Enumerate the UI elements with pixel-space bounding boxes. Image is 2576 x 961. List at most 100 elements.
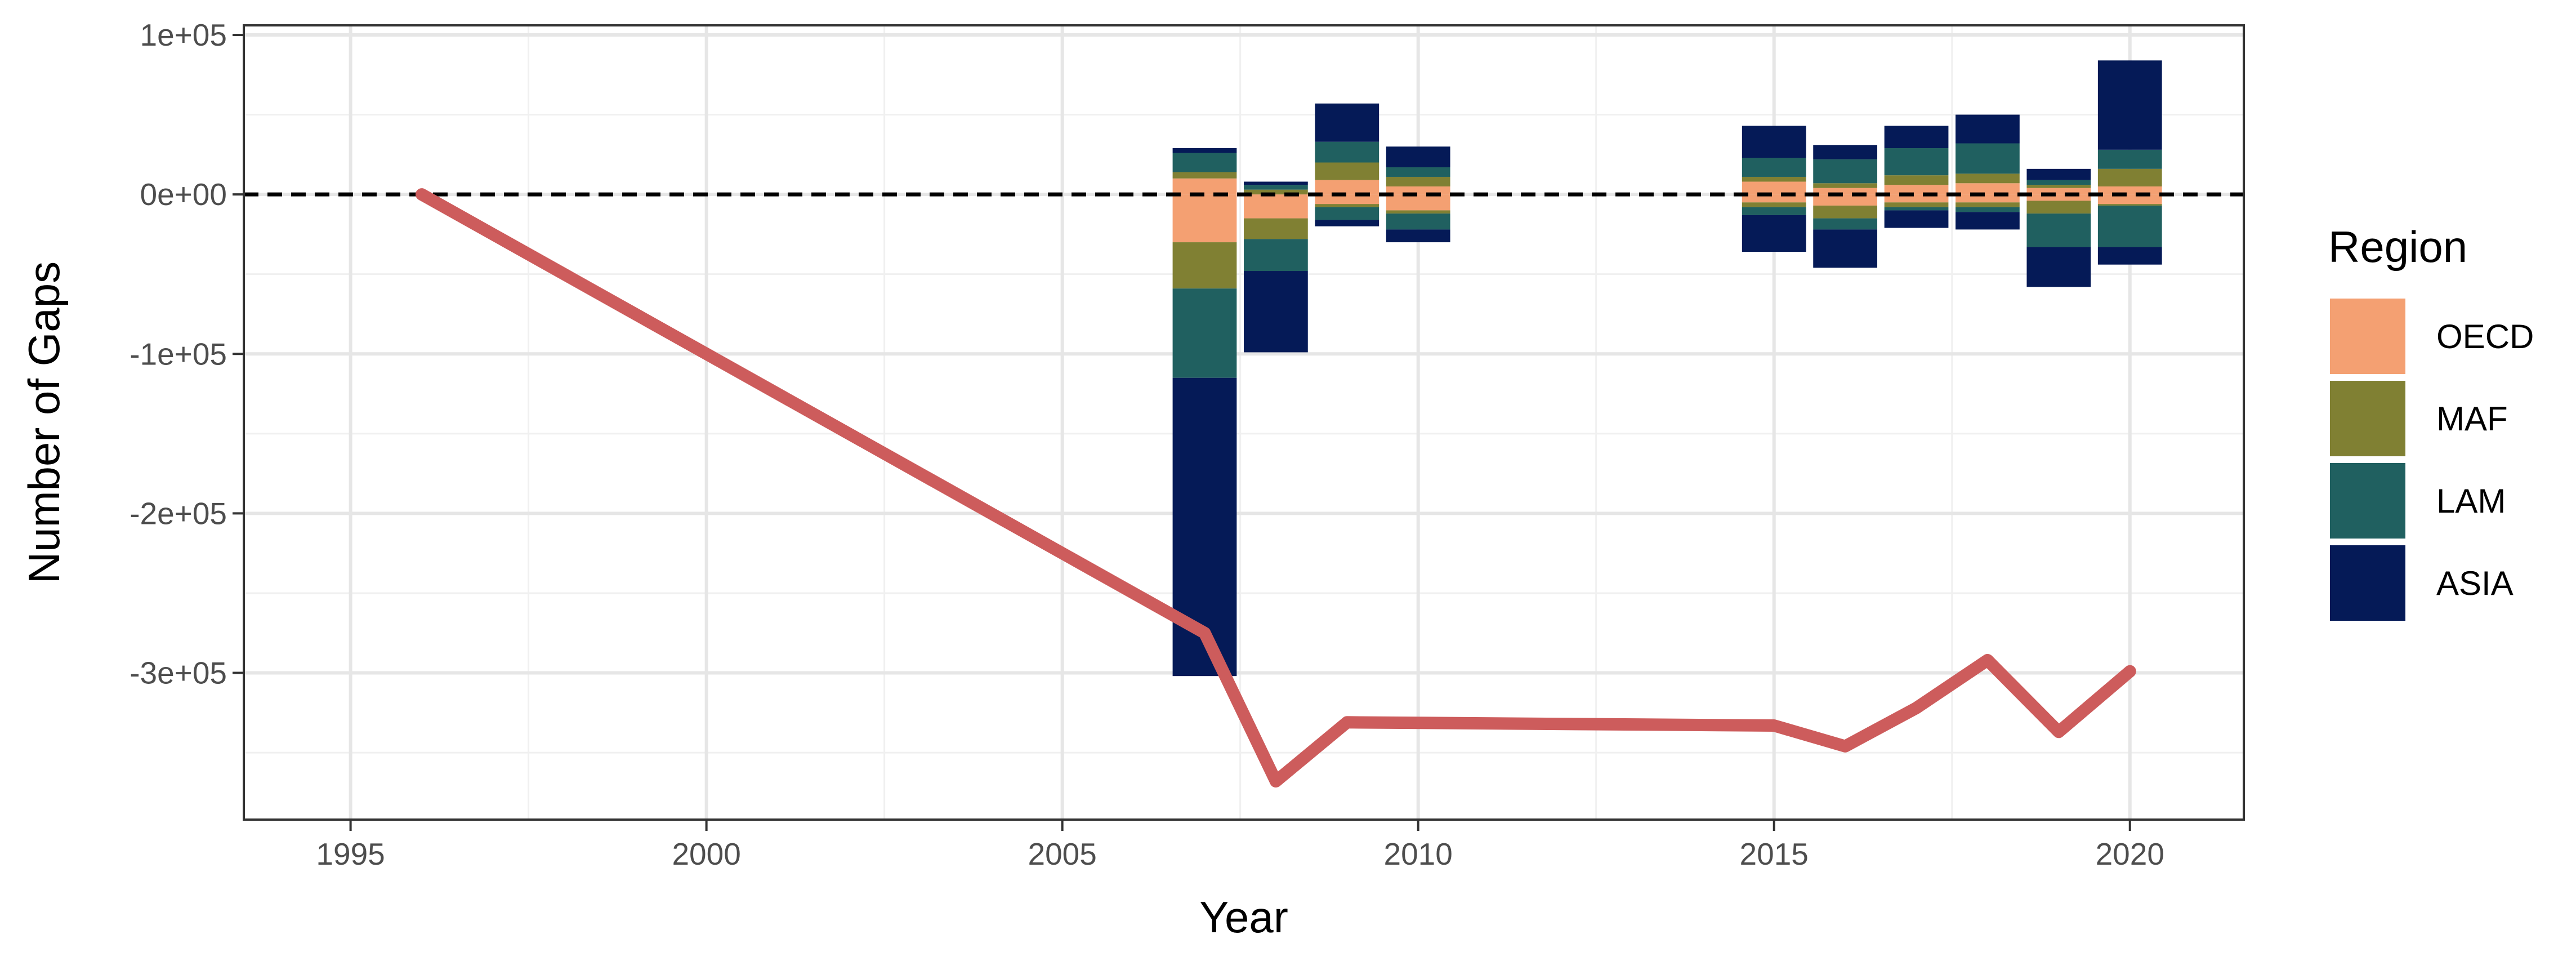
- bar-segment-asia: [1386, 146, 1450, 167]
- bar-segment-asia: [1244, 181, 1308, 185]
- bar-segment-maf: [2026, 185, 2091, 188]
- bar-segment-oecd: [1386, 186, 1450, 195]
- bar-segment-oecd: [2097, 186, 2162, 195]
- bar-segment-maf: [1884, 175, 1949, 185]
- bar-segment-oecd: [1884, 194, 1949, 203]
- legend-key-oecd: [2330, 299, 2405, 374]
- legend-title: Region: [2328, 222, 2467, 272]
- bar-segment-oecd: [1315, 180, 1379, 195]
- bar-segment-lam: [1813, 159, 1878, 184]
- bar-segment-maf: [1172, 242, 1237, 289]
- bar-segment-asia: [1956, 114, 2020, 144]
- bar-segment-maf: [1742, 202, 1806, 207]
- legend-key-asia: [2330, 545, 2405, 621]
- bar-segment-maf: [1315, 162, 1379, 180]
- bar-segment-maf: [1244, 189, 1308, 195]
- legend-key-lam: [2330, 463, 2405, 539]
- legend-label-maf: MAF: [2436, 400, 2508, 438]
- bar-segment-oecd: [1884, 185, 1949, 195]
- bar-segment-oecd: [2026, 188, 2091, 195]
- bar-segment-oecd: [1813, 188, 1878, 195]
- bar-segment-oecd: [1386, 194, 1450, 211]
- bar-segment-oecd: [1172, 194, 1237, 243]
- bar-segment-lam: [2097, 149, 2162, 169]
- bar-segment-lam: [1956, 207, 2020, 212]
- y-tick-label: -3e+05: [130, 656, 227, 691]
- y-tick-label: 1e+05: [140, 17, 227, 52]
- bar-segment-maf: [1386, 210, 1450, 214]
- bar-segment-oecd: [1172, 178, 1237, 195]
- legend-items: OECD MAF LAM ASIA: [2330, 299, 2534, 621]
- bar-segment-asia: [1884, 210, 1949, 228]
- bar-segment-maf: [1172, 172, 1237, 179]
- bar-segment-maf: [1956, 173, 2020, 184]
- plot-area: [243, 24, 2245, 821]
- y-tick-label: -1e+05: [130, 336, 227, 371]
- y-axis-title: Number of Gaps: [19, 261, 69, 584]
- x-tick-label: 2015: [1740, 837, 1809, 871]
- bar-segment-oecd: [1956, 194, 2020, 203]
- legend-label-lam: LAM: [2436, 482, 2506, 520]
- bar-segment-maf: [1386, 176, 1450, 186]
- plot-border: [243, 24, 2245, 821]
- bar-segment-lam: [1244, 239, 1308, 272]
- x-axis-ticks: 1995 2000 2005 2010 2015 2020: [316, 820, 2164, 871]
- bar-segment-lam: [2097, 205, 2162, 247]
- bar-segment-oecd: [1742, 181, 1806, 195]
- bar-segment-oecd: [1742, 194, 1806, 203]
- bar-segment-lam: [2026, 213, 2091, 247]
- trend-line: [416, 188, 2136, 788]
- bar-segment-lam: [1244, 185, 1308, 190]
- bar-segment-lam: [1742, 158, 1806, 177]
- x-tick-label: 2000: [672, 837, 740, 871]
- bar-segment-oecd: [2026, 194, 2091, 201]
- bar-segment-maf: [1244, 218, 1308, 239]
- bar-segment-maf: [1813, 205, 1878, 219]
- bar-segment-oecd: [1956, 183, 2020, 195]
- bar-segment-oecd: [1244, 194, 1308, 219]
- bar-segment-asia: [2097, 247, 2162, 265]
- legend-label-oecd: OECD: [2436, 318, 2534, 355]
- bar-segment-asia: [2026, 247, 2091, 287]
- bar-segment-asia: [1742, 215, 1806, 252]
- bar-segment-asia: [1813, 145, 1878, 159]
- y-axis-ticks: 1e+05 0e+00 -1e+05 -2e+05 -3e+05: [130, 17, 244, 691]
- bar-segment-lam: [1315, 141, 1379, 163]
- bar-segment-oecd: [2097, 194, 2162, 204]
- bar-segment-lam: [1172, 153, 1237, 172]
- bar-segment-asia: [1315, 220, 1379, 226]
- bar-segment-asia: [1172, 148, 1237, 153]
- bars: [1172, 60, 2162, 677]
- bar-segment-asia: [2097, 60, 2162, 150]
- bar-segment-maf: [2026, 201, 2091, 214]
- bar-segment-maf: [1315, 204, 1379, 207]
- bar-segment-lam: [1386, 167, 1450, 177]
- bar-segment-lam: [1386, 213, 1450, 230]
- bar-segment-lam: [1315, 207, 1379, 220]
- y-tick-label: 0e+00: [140, 177, 227, 212]
- bar-segment-maf: [1956, 202, 2020, 207]
- bar-segment-lam: [1956, 143, 2020, 174]
- bar-segment-maf: [1742, 176, 1806, 182]
- bar-segment-asia: [1742, 126, 1806, 158]
- x-tick-label: 2020: [2096, 837, 2164, 871]
- bar-segment-asia: [1813, 229, 1878, 268]
- x-tick-label: 1995: [316, 837, 385, 871]
- legend-label-asia: ASIA: [2436, 564, 2514, 602]
- bar-segment-maf: [2097, 204, 2162, 206]
- x-tick-label: 2005: [1028, 837, 1096, 871]
- bar-segment-asia: [1315, 103, 1379, 142]
- bar-segment-oecd: [1813, 194, 1878, 206]
- bar-segment-maf: [1813, 183, 1878, 188]
- bar-segment-lam: [1884, 207, 1949, 211]
- bar-segment-asia: [1386, 229, 1450, 243]
- legend: Region OECD MAF LAM ASIA: [2328, 222, 2534, 621]
- x-axis-title: Year: [1199, 892, 1288, 942]
- bar-segment-asia: [1244, 271, 1308, 353]
- bar-segment-asia: [1884, 126, 1949, 149]
- bar-segment-lam: [1742, 207, 1806, 215]
- x-tick-label: 2010: [1384, 837, 1453, 871]
- bar-segment-lam: [2026, 180, 2091, 185]
- bar-segment-oecd: [1315, 194, 1379, 204]
